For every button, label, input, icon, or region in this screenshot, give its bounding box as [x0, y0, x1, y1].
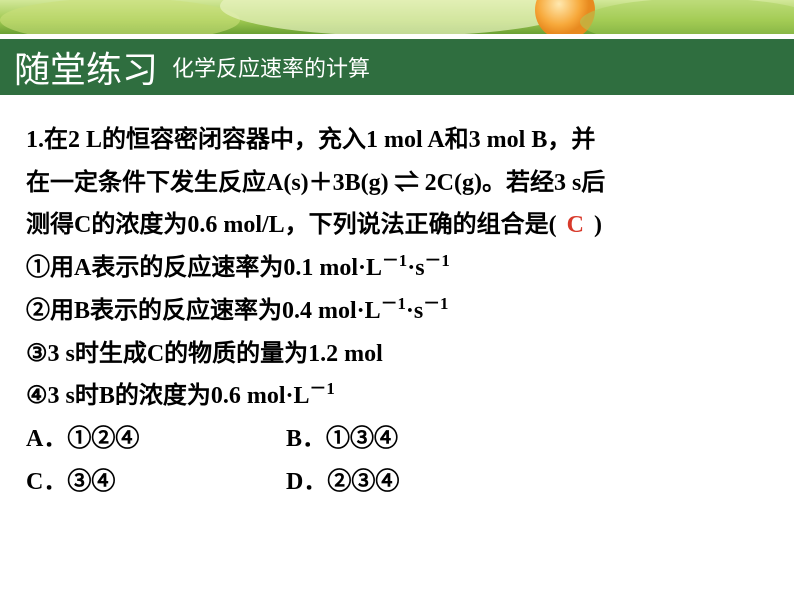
exp-3: －1: [381, 294, 406, 313]
options-row-2: C．③④ D．②③④: [26, 461, 768, 504]
question-content: 1.在2 L的恒容密闭容器中，充入1 mol A和3 mol B，并 在一定条件…: [0, 95, 794, 503]
stem-line-3: 测得C的浓度为0.6 mol/L，下列说法正确的组合是( C ): [26, 204, 768, 247]
stem-line-3b: ): [594, 212, 602, 238]
question-number: 1.: [26, 127, 44, 153]
header-bar: 随堂练习 化学反应速率的计算: [0, 39, 794, 95]
exp-1: －1: [382, 251, 407, 270]
statement-1b: ·s: [407, 255, 424, 281]
options-row-1: A．①②④ B．①③④: [26, 418, 768, 461]
option-b: B．①③④: [286, 418, 546, 461]
header-subtitle: 化学反应速率的计算: [172, 51, 370, 83]
option-d: D．②③④: [286, 461, 546, 504]
statement-2a: ②用B表示的反应速率为0.4 mol·L: [26, 298, 381, 324]
stem-line-1: 在2 L的恒容密闭容器中，充入1 mol A和3 mol B，并: [44, 127, 595, 153]
option-c: C．③④: [26, 461, 286, 504]
exp-5: －1: [310, 379, 335, 398]
statement-2b: ·s: [406, 298, 423, 324]
stem-line-2: 在一定条件下发生反应A(s)＋3B(g) ⇌ 2C(g)。若经3 s后: [26, 162, 768, 205]
statement-4a: ④3 s时B的浓度为0.6 mol·L: [26, 383, 310, 409]
header-title: 随堂练习: [14, 41, 158, 93]
statement-4: ④3 s时B的浓度为0.6 mol·L－1: [26, 375, 768, 418]
option-a: A．①②④: [26, 418, 286, 461]
statement-2: ②用B表示的反应速率为0.4 mol·L－1·s－1: [26, 290, 768, 333]
statement-3: ③3 s时生成C的物质的量为1.2 mol: [26, 333, 768, 376]
exp-4: －1: [423, 294, 448, 313]
statement-1: ①用A表示的反应速率为0.1 mol·L－1·s－1: [26, 247, 768, 290]
stem-line-3a: 测得C的浓度为0.6 mol/L，下列说法正确的组合是(: [26, 212, 557, 238]
question-stem: 1.在2 L的恒容密闭容器中，充入1 mol A和3 mol B，并: [26, 119, 768, 162]
top-decoration: [0, 0, 794, 34]
statement-1a: ①用A表示的反应速率为0.1 mol·L: [26, 255, 382, 281]
answer-letter: C: [563, 212, 588, 238]
exp-2: －1: [425, 251, 450, 270]
